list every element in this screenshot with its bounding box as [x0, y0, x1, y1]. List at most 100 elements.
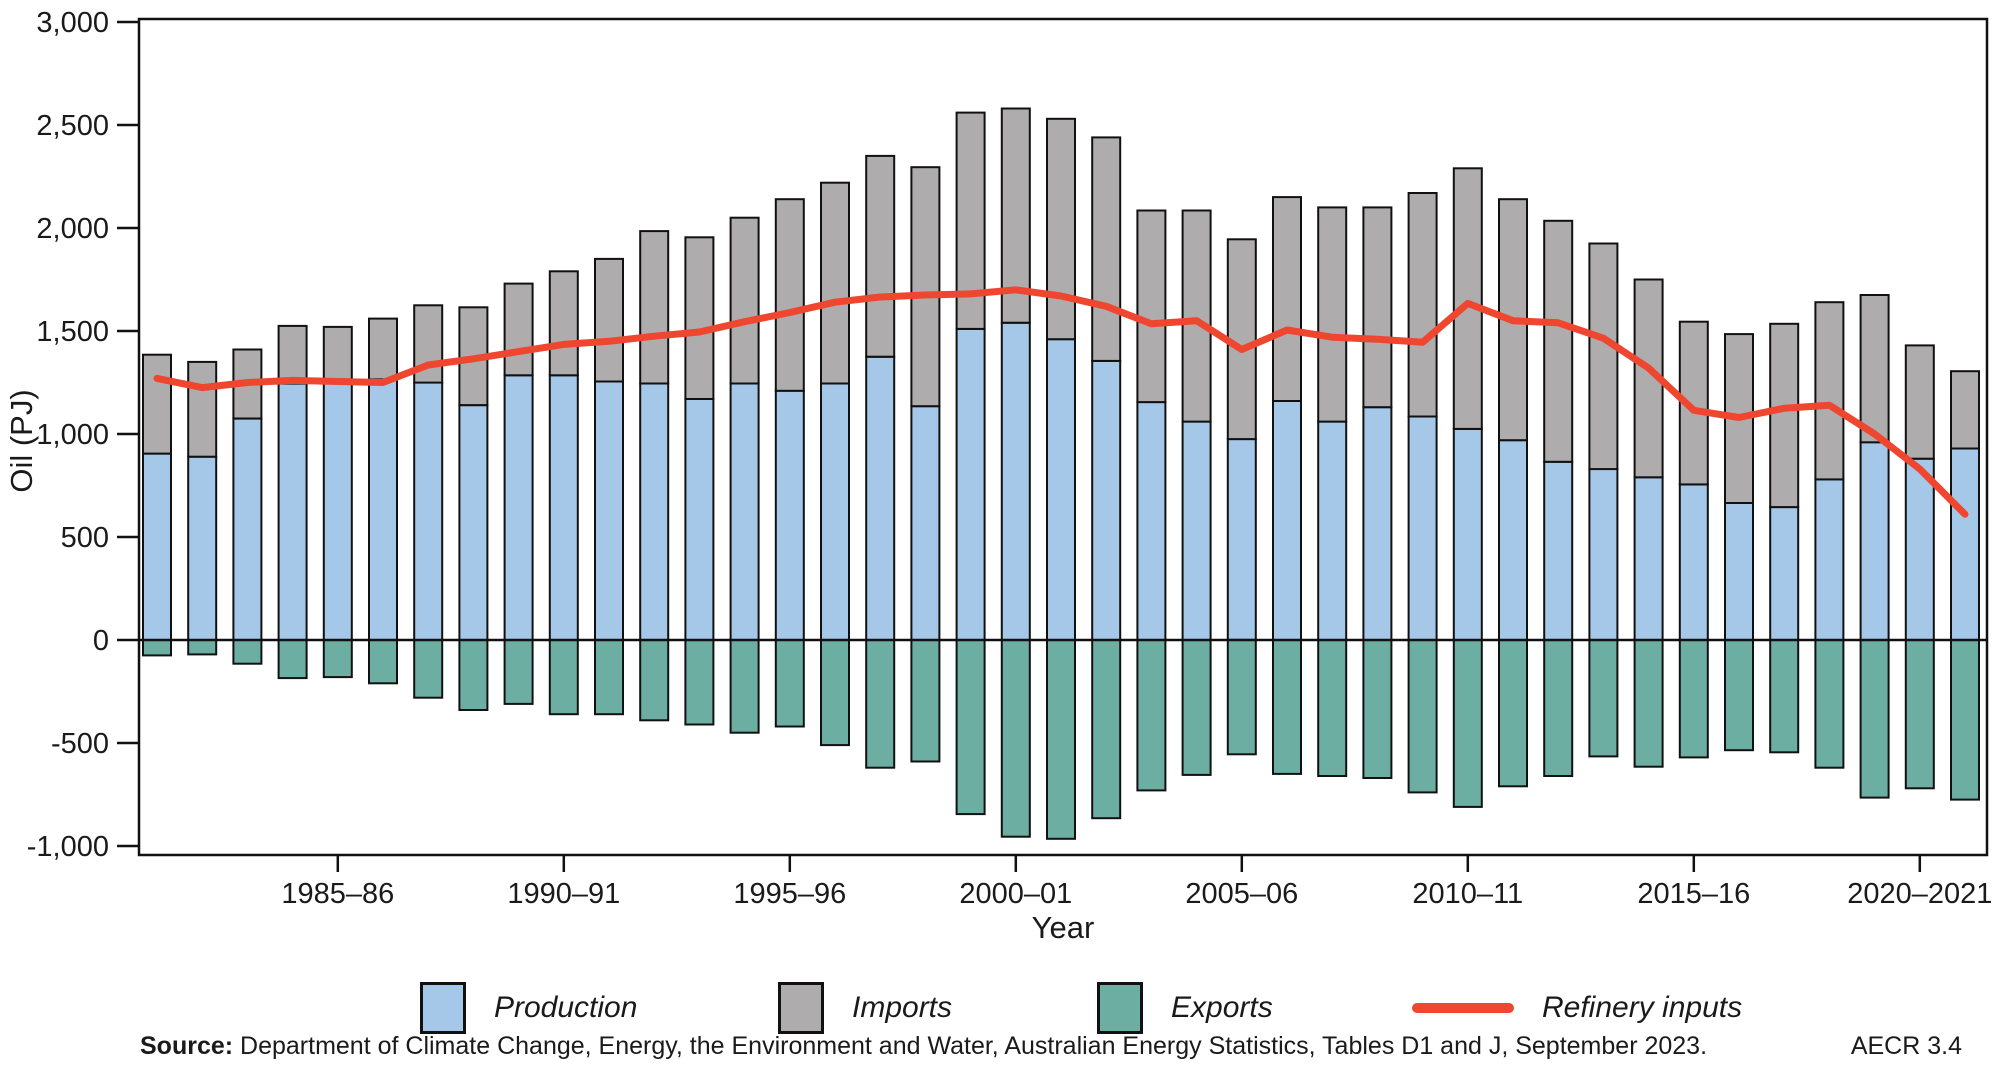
bar-exports-2005–06 [1226, 639, 1257, 756]
bar-imports-2009–10 [1407, 192, 1438, 418]
y-tick-label: 1,000 [36, 419, 109, 451]
bar-imports-2019–20 [1859, 294, 1890, 444]
y-tick-label: 2,000 [36, 213, 109, 245]
bar-exports-1998–99 [910, 639, 941, 763]
bar-imports-1991–92 [594, 257, 624, 383]
bar-imports-2020–21 [1904, 344, 1935, 460]
bar-exports-2013–14 [1588, 639, 1619, 758]
legend-item-imports: Imports [778, 980, 952, 1036]
bar-production-1995–96 [774, 389, 805, 642]
legend-label: Production [494, 991, 638, 1024]
y-tick-label: 500 [61, 522, 109, 554]
bar-exports-2007–08 [1317, 639, 1348, 777]
bar-exports-1997–98 [865, 639, 896, 769]
legend-label: Refinery inputs [1542, 991, 1743, 1024]
bar-imports-2013–14 [1588, 242, 1619, 471]
bar-imports-1985–86 [322, 325, 353, 381]
production-swatch [420, 982, 466, 1034]
y-tick-label: -500 [51, 728, 109, 760]
bar-production-1989–90 [503, 374, 534, 641]
bar-exports-2001–02 [1046, 639, 1076, 840]
bar-exports-1986–87 [368, 639, 398, 685]
bar-production-2007–08 [1317, 420, 1348, 641]
bar-imports-2007–08 [1317, 206, 1348, 423]
bar-imports-1986–87 [368, 317, 398, 381]
bar-production-2008–09 [1362, 406, 1393, 642]
x-tick-label: 1995–96 [733, 878, 846, 910]
bar-exports-2014–15 [1633, 639, 1664, 768]
bar-production-1986–87 [368, 378, 398, 641]
bar-exports-1985–86 [322, 639, 353, 679]
bar-production-2015–16 [1678, 483, 1709, 641]
bar-exports-1994–95 [729, 639, 760, 734]
refinery-inputs-line [153, 286, 1969, 518]
bar-production-1985–86 [322, 378, 353, 641]
bar-imports-2004–05 [1181, 209, 1212, 423]
x-tick-label: 2005–06 [1185, 878, 1298, 910]
plot-frame [137, 17, 1989, 857]
bar-production-1981–82 [142, 452, 172, 641]
bar-exports-1981–82 [142, 639, 172, 657]
bar-imports-2017–18 [1769, 322, 1800, 509]
bar-imports-1995–96 [774, 198, 805, 392]
bar-exports-2018–19 [1814, 639, 1845, 769]
bar-production-1984–85 [277, 382, 308, 641]
bar-imports-2008–09 [1362, 206, 1393, 409]
bar-exports-1995–96 [774, 639, 805, 728]
bar-production-2004–05 [1181, 420, 1212, 641]
bar-production-2014–15 [1633, 476, 1664, 641]
source-note: Source: Department of Climate Change, En… [140, 1032, 1707, 1061]
x-axis-title: Year [1031, 910, 1095, 945]
y-tick-label: 1,500 [36, 316, 109, 348]
bar-imports-1997–98 [865, 154, 896, 358]
bar-production-1990–91 [548, 374, 579, 641]
y-tick-label: -1,000 [27, 831, 109, 863]
bar-production-2003–04 [1136, 401, 1167, 641]
legend-item-refinery-inputs: Refinery inputs [1412, 980, 1742, 1036]
bar-imports-2010–11 [1452, 167, 1483, 430]
bar-imports-1994–95 [729, 216, 760, 385]
bar-production-2013–14 [1588, 468, 1619, 641]
bar-exports-1988–89 [458, 639, 489, 711]
bar-exports-2019–20 [1859, 639, 1890, 799]
bar-production-2001–02 [1046, 338, 1076, 641]
x-tick-label: 1990–91 [507, 878, 620, 910]
bar-production-2011–12 [1498, 439, 1528, 642]
bar-imports-1996–97 [820, 181, 850, 385]
bar-production-1998–99 [910, 405, 941, 642]
bar-production-2010–11 [1452, 427, 1483, 641]
bar-production-1983–84 [232, 417, 263, 641]
x-tick-label: 2015–16 [1637, 878, 1750, 910]
bar-production-1992–93 [639, 382, 670, 641]
bar-imports-2005–06 [1226, 238, 1257, 441]
y-tick-label: 3,000 [36, 7, 109, 39]
source-text: Department of Climate Change, Energy, th… [233, 1032, 1708, 1060]
report-tag: AECR 3.4 [1850, 1032, 1962, 1060]
bar-exports-1989–90 [503, 639, 534, 705]
bar-production-2000–01 [1000, 321, 1031, 641]
bar-production-1997–98 [865, 355, 896, 642]
bar-imports-1990–91 [548, 270, 579, 377]
bar-production-2017–18 [1769, 506, 1800, 641]
imports-swatch [778, 982, 824, 1034]
bar-production-1982–83 [187, 455, 218, 642]
bar-imports-2018–19 [1814, 301, 1845, 481]
bar-imports-1981–82 [142, 353, 172, 455]
bar-imports-2002–03 [1091, 136, 1122, 362]
bar-exports-1992–93 [639, 639, 670, 722]
bar-production-2009–10 [1407, 415, 1438, 641]
x-tick-label: 2010–11 [1412, 878, 1523, 910]
bar-imports-2021–22 [1950, 370, 1980, 450]
legend-label: Exports [1171, 991, 1273, 1024]
bar-production-1996–97 [820, 382, 850, 641]
bar-imports-1993–94 [684, 236, 715, 400]
bar-imports-1984–85 [277, 324, 308, 385]
bar-imports-2001–02 [1046, 117, 1076, 341]
bar-exports-2016–17 [1724, 639, 1754, 752]
bar-imports-1982–83 [187, 360, 218, 458]
bar-exports-1987–88 [413, 639, 444, 699]
bar-exports-2002–03 [1091, 639, 1122, 820]
bar-production-2020–21 [1904, 457, 1935, 642]
bar-exports-2011–12 [1498, 639, 1528, 788]
